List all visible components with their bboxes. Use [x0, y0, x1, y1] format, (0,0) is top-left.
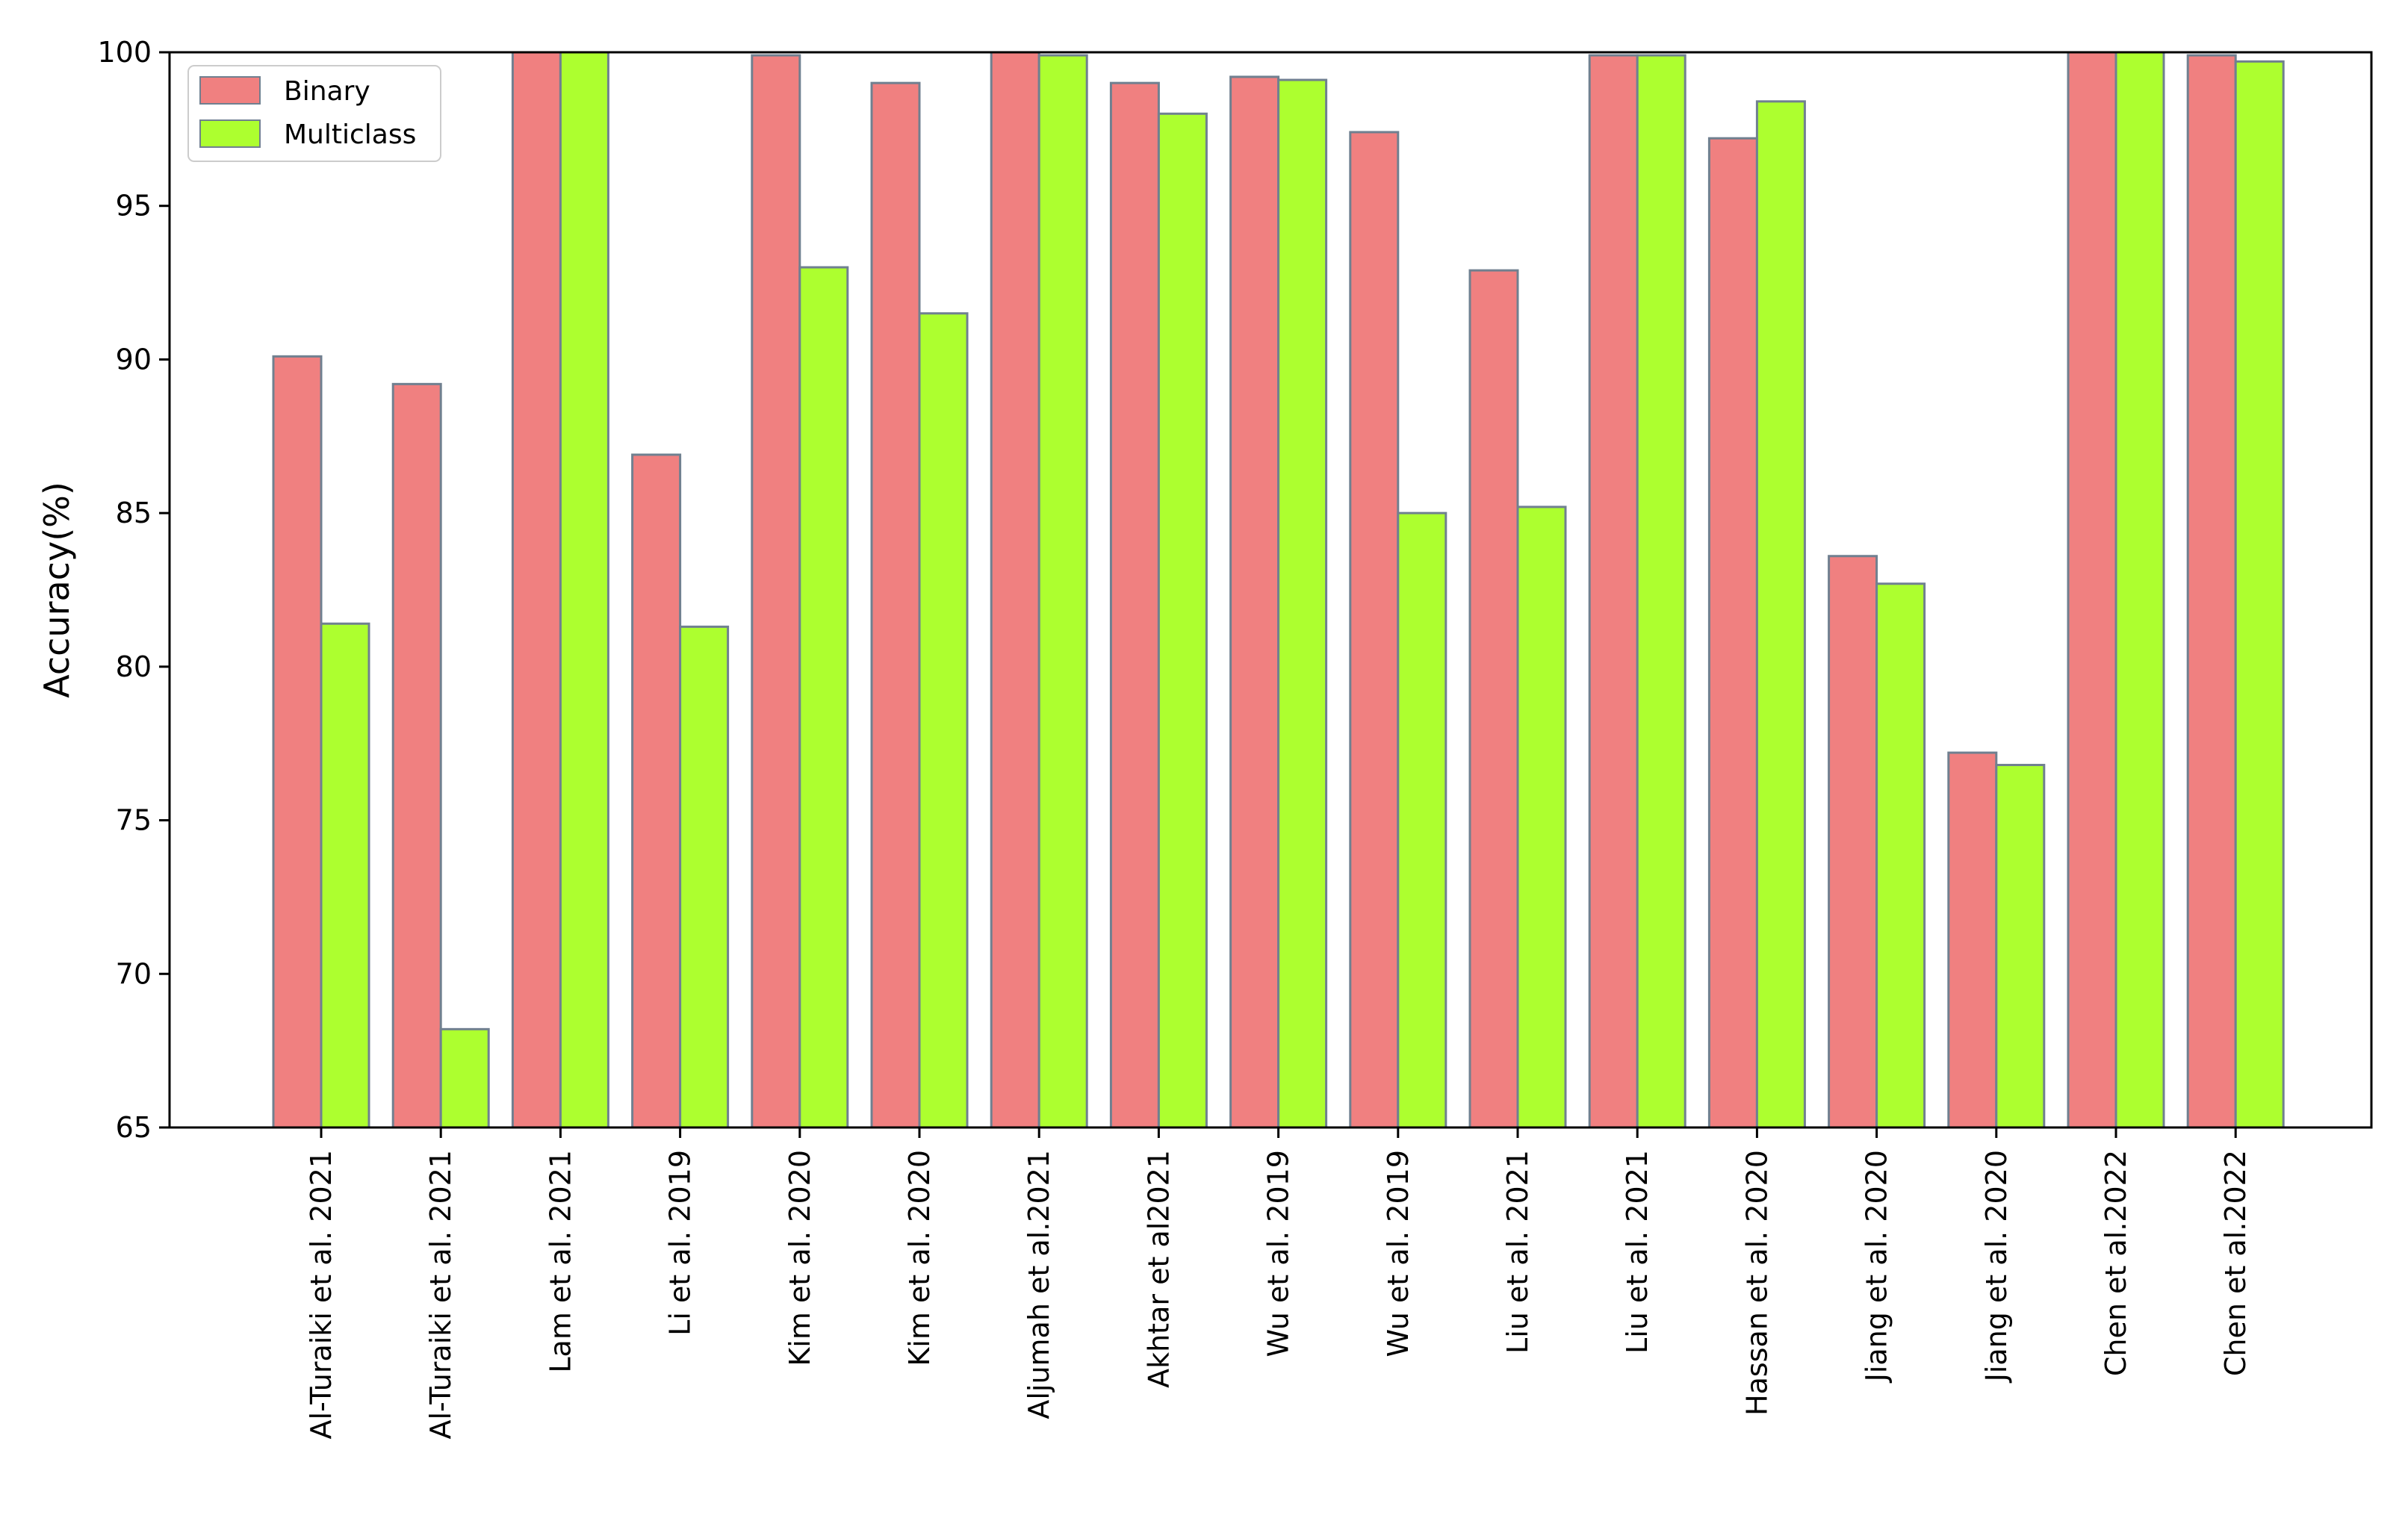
- bar-multiclass-9: [1397, 511, 1447, 1129]
- legend: Binary Multiclass: [187, 65, 441, 162]
- bar-multiclass-10: [1516, 505, 1567, 1129]
- x-tick-label: Jiang et al. 2020: [1980, 1150, 2013, 1383]
- x-tick-label: Akhtar et al2021: [1142, 1150, 1175, 1388]
- bar-binary-3: [631, 453, 682, 1129]
- bar-binary-0: [272, 355, 323, 1129]
- y-axis-title: Accuracy(%): [37, 482, 77, 698]
- bar-multiclass-1: [439, 1027, 490, 1129]
- bar-multiclass-11: [1636, 54, 1686, 1129]
- legend-swatch-multiclass: [199, 119, 261, 148]
- x-tick-label: Al-Turaiki et al. 2021: [305, 1150, 338, 1439]
- plot-frame: [168, 51, 2373, 1129]
- x-tick-label: Aljumah et al.2021: [1023, 1150, 1055, 1419]
- y-tick-label: 95: [116, 190, 152, 223]
- y-tick-label: 90: [116, 343, 152, 376]
- x-tick-label: Li et al. 2019: [664, 1150, 697, 1336]
- bar-binary-13: [1828, 555, 1878, 1129]
- bar-binary-14: [1947, 751, 1998, 1129]
- x-tick-label: Al-Turaiki et al. 2021: [424, 1150, 457, 1439]
- bars-layer: [272, 51, 2285, 1129]
- x-tick-label: Kim et al. 2020: [783, 1150, 816, 1366]
- legend-label-multiclass: Multiclass: [284, 119, 416, 150]
- y-tick-label: 100: [97, 36, 152, 69]
- bar-binary-10: [1468, 269, 1519, 1129]
- bar-binary-16: [2186, 54, 2237, 1129]
- bar-binary-7: [1109, 81, 1160, 1129]
- bar-multiclass-16: [2234, 60, 2285, 1129]
- y-axis: 65 70 75 80 85 90 95 100: [97, 36, 170, 1144]
- bar-binary-6: [990, 51, 1040, 1129]
- bar-multiclass-13: [1875, 582, 1926, 1129]
- x-tick-label: Hassan et al. 2020: [1740, 1150, 1773, 1416]
- y-tick-label: 80: [116, 650, 152, 683]
- legend-label-binary: Binary: [284, 76, 370, 107]
- bar-multiclass-2: [559, 51, 609, 1129]
- x-tick-label: Chen et al.2022: [2219, 1150, 2252, 1376]
- bar-multiclass-15: [2114, 51, 2165, 1129]
- x-axis: Al-Turaiki et al. 2021 Al-Turaiki et al. …: [305, 1127, 2252, 1439]
- bar-multiclass-7: [1157, 112, 1208, 1129]
- y-tick-label: 75: [116, 804, 152, 837]
- y-tick-label: 70: [116, 957, 152, 990]
- bar-binary-2: [511, 51, 562, 1129]
- bar-binary-9: [1349, 131, 1400, 1129]
- bar-multiclass-8: [1277, 78, 1328, 1129]
- bar-binary-8: [1229, 75, 1280, 1129]
- x-tick-label: Kim et al. 2020: [903, 1150, 936, 1366]
- bar-binary-4: [751, 54, 801, 1129]
- bar-binary-1: [391, 382, 442, 1129]
- bar-binary-11: [1588, 54, 1639, 1129]
- bar-binary-15: [2067, 51, 2117, 1129]
- bar-multiclass-0: [320, 622, 370, 1129]
- x-tick-label: Jiang et al. 2020: [1861, 1150, 1893, 1383]
- bar-multiclass-4: [798, 266, 849, 1129]
- x-tick-label: Liu et al. 2021: [1501, 1150, 1534, 1354]
- x-tick-label: Lam et al. 2021: [544, 1150, 577, 1373]
- x-tick-label: Wu et al. 2019: [1382, 1150, 1415, 1357]
- legend-swatch-binary: [199, 76, 261, 105]
- bar-binary-12: [1707, 137, 1758, 1129]
- x-tick-label: Chen et al.2022: [2100, 1150, 2132, 1376]
- bar-multiclass-6: [1037, 54, 1088, 1129]
- bar-multiclass-5: [918, 312, 969, 1129]
- bar-binary-5: [870, 81, 921, 1129]
- bar-multiclass-12: [1755, 100, 1806, 1129]
- bar-multiclass-14: [1995, 764, 2046, 1129]
- y-tick-label: 85: [116, 497, 152, 529]
- bar-multiclass-3: [679, 625, 730, 1129]
- y-tick-label: 65: [116, 1111, 152, 1144]
- x-tick-label: Wu et al. 2019: [1262, 1150, 1295, 1357]
- x-tick-label: Liu et al. 2021: [1621, 1150, 1654, 1354]
